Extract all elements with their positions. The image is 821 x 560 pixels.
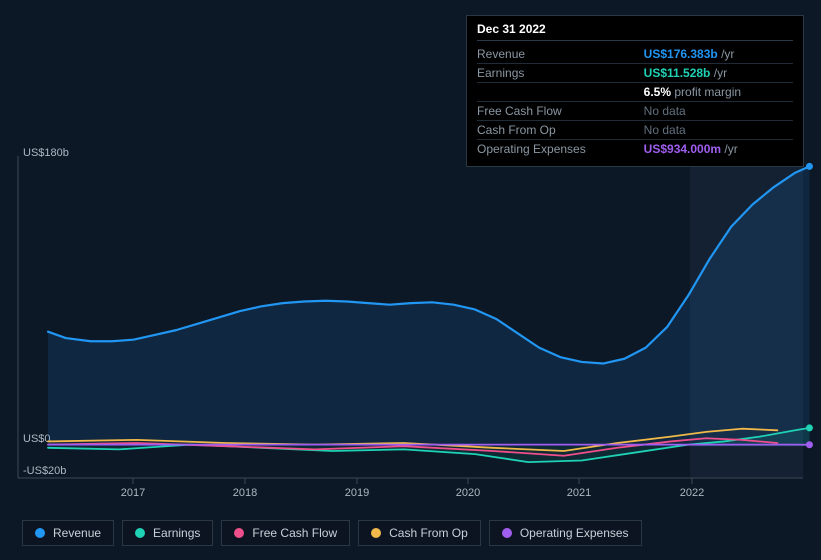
tooltip-row-label: Cash From Op <box>477 121 644 140</box>
tooltip-row-label: Revenue <box>477 45 644 64</box>
tooltip-row: Cash From OpNo data <box>477 121 793 140</box>
tooltip-row-value: US$934.000m /yr <box>644 140 793 159</box>
legend-label: Revenue <box>53 526 101 540</box>
tooltip-row-value: No data <box>644 121 793 140</box>
svg-text:2020: 2020 <box>456 487 480 499</box>
legend-label: Earnings <box>153 526 200 540</box>
tooltip-row-value: US$11.528b /yr <box>644 64 793 83</box>
legend-item[interactable]: Revenue <box>22 520 114 546</box>
tooltip-row-label: Free Cash Flow <box>477 102 644 121</box>
tooltip-row: EarningsUS$11.528b /yr <box>477 64 793 83</box>
legend-dot-icon <box>35 528 45 538</box>
svg-text:2019: 2019 <box>345 487 369 499</box>
tooltip-row: RevenueUS$176.383b /yr <box>477 45 793 64</box>
legend-dot-icon <box>502 528 512 538</box>
legend-label: Free Cash Flow <box>252 526 337 540</box>
legend-label: Operating Expenses <box>520 526 629 540</box>
svg-text:2017: 2017 <box>121 487 145 499</box>
tooltip-table: RevenueUS$176.383b /yrEarningsUS$11.528b… <box>477 45 793 158</box>
legend-label: Cash From Op <box>389 526 468 540</box>
chart-tooltip: Dec 31 2022 RevenueUS$176.383b /yrEarnin… <box>466 15 804 167</box>
svg-text:-US$20b: -US$20b <box>23 465 66 477</box>
legend-dot-icon <box>234 528 244 538</box>
svg-text:US$0: US$0 <box>23 433 51 445</box>
svg-text:2021: 2021 <box>567 487 591 499</box>
financial-chart: US$180b US$0 -US$20b 2017 2018 2019 2020 2021 20… <box>0 0 821 560</box>
svg-text:2018: 2018 <box>233 487 257 499</box>
legend-item[interactable]: Free Cash Flow <box>221 520 350 546</box>
svg-text:2022: 2022 <box>680 487 704 499</box>
svg-text:US$180b: US$180b <box>23 147 69 159</box>
tooltip-date: Dec 31 2022 <box>477 22 793 41</box>
legend-dot-icon <box>371 528 381 538</box>
tooltip-row-value: US$176.383b /yr <box>644 45 793 64</box>
tooltip-row: Operating ExpensesUS$934.000m /yr <box>477 140 793 159</box>
legend-item[interactable]: Operating Expenses <box>489 520 642 546</box>
tooltip-row-value: No data <box>644 102 793 121</box>
chart-legend: Revenue Earnings Free Cash Flow Cash From O… <box>22 520 642 546</box>
legend-item[interactable]: Earnings <box>122 520 213 546</box>
legend-dot-icon <box>135 528 145 538</box>
tooltip-row-label: Operating Expenses <box>477 140 644 159</box>
tooltip-row-label: Earnings <box>477 64 644 83</box>
tooltip-row: 6.5% profit margin <box>477 83 793 102</box>
legend-item[interactable]: Cash From Op <box>358 520 481 546</box>
tooltip-row: Free Cash FlowNo data <box>477 102 793 121</box>
